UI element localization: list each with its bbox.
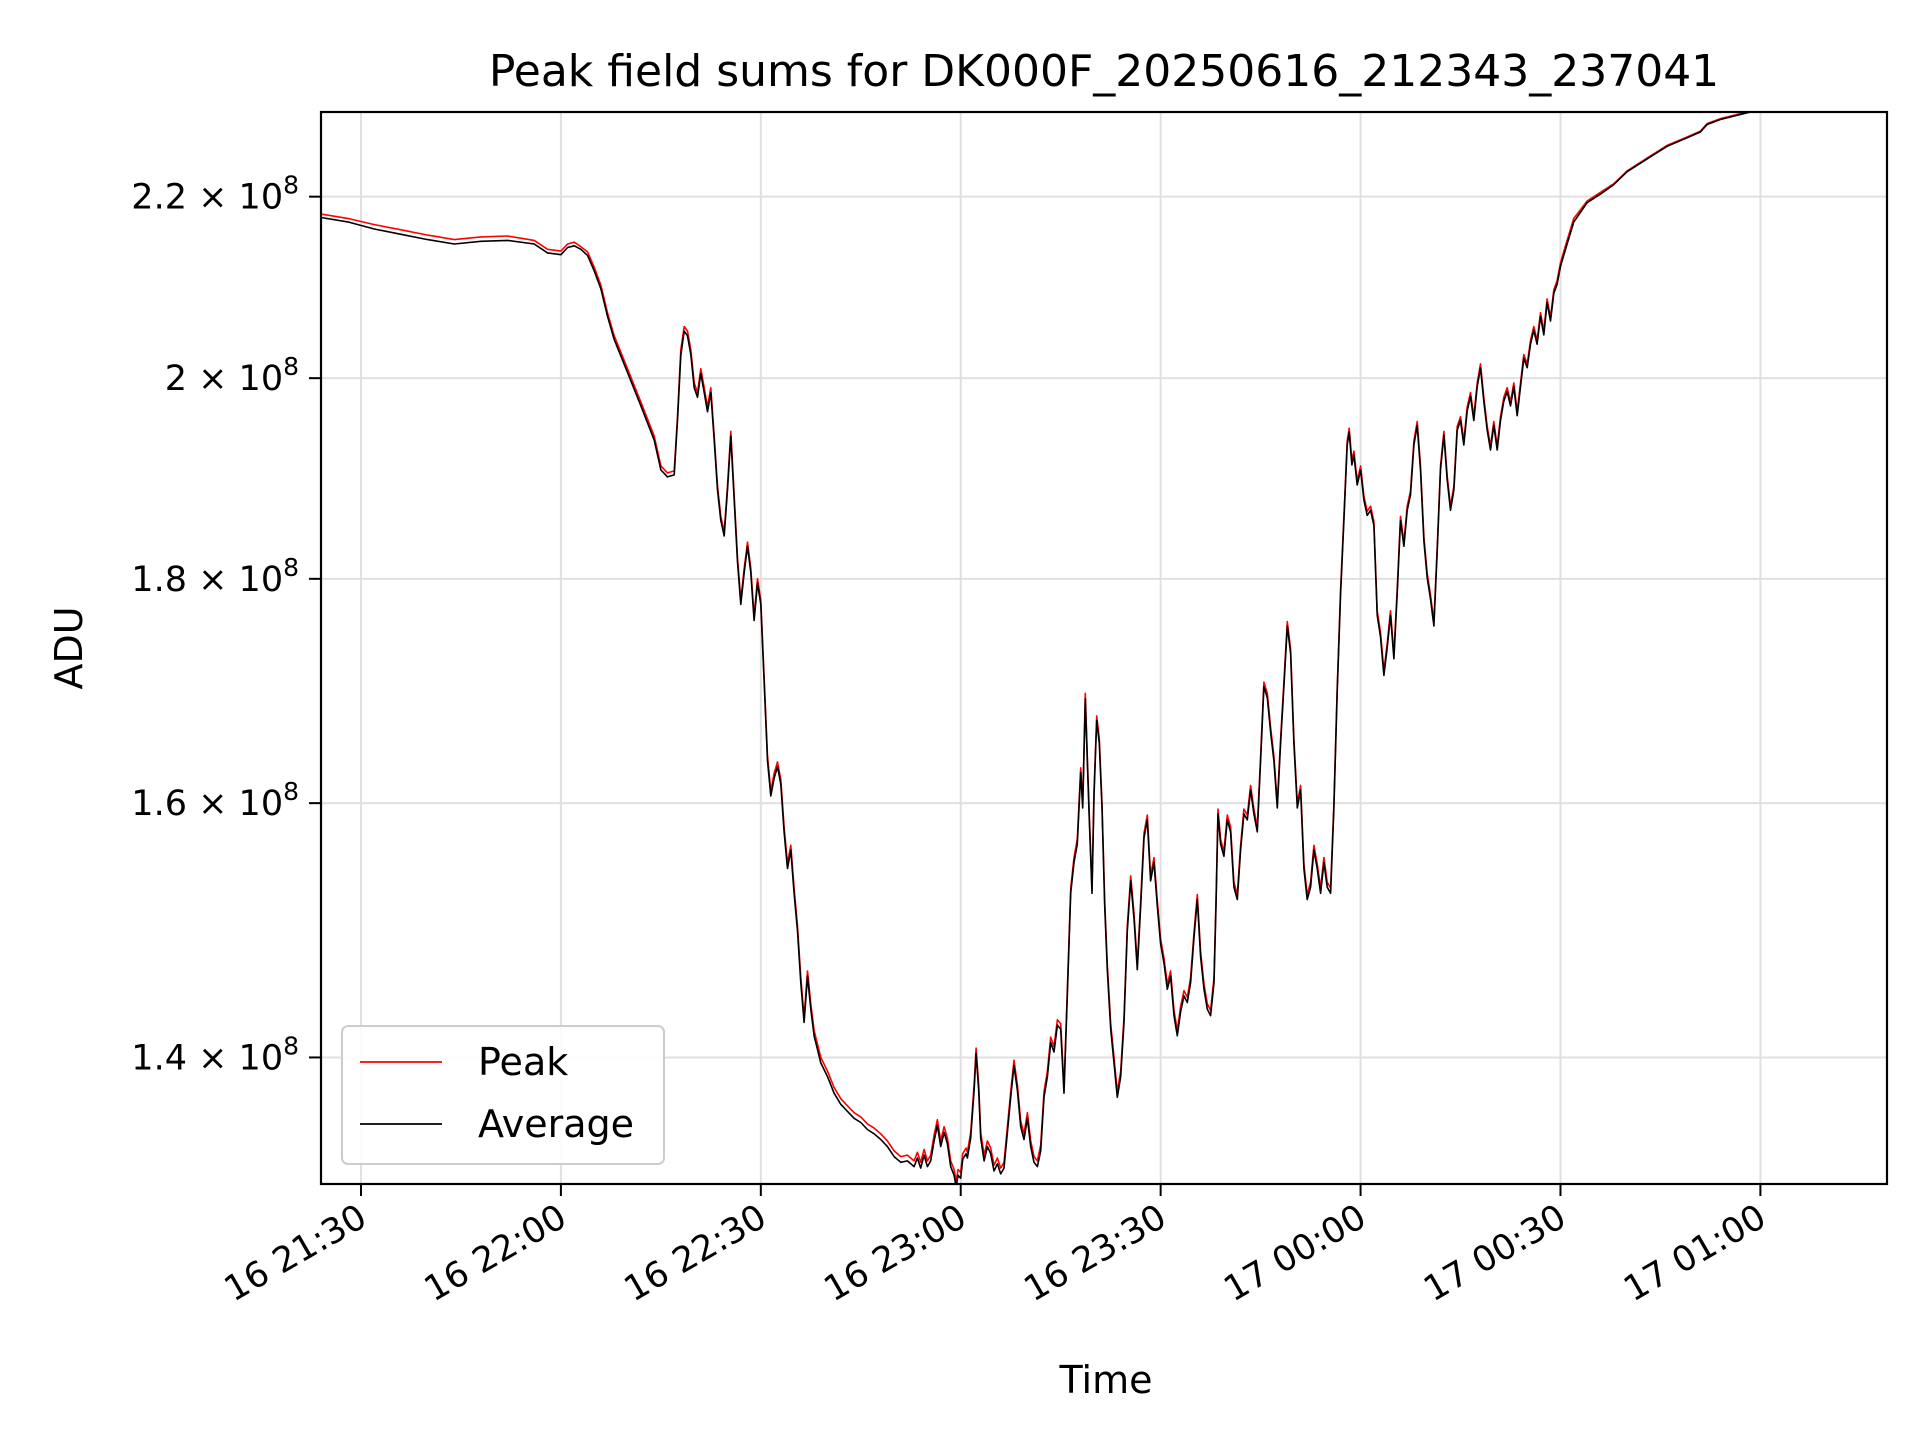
- x-tick-label: 17 00:30: [1417, 1197, 1573, 1310]
- y-tick-exponent: 8: [283, 777, 299, 806]
- y-tick-label: 2.2 × 108: [131, 171, 299, 218]
- y-tick-mantissa: 2: [165, 359, 187, 399]
- axes-frame: [319, 110, 1889, 1186]
- x-tick-label: 16 23:30: [1018, 1197, 1174, 1310]
- y-axis-label: ADU: [47, 606, 91, 689]
- y-tick-base: 10: [239, 178, 284, 218]
- y-tick-times: ×: [187, 178, 239, 218]
- y-tick-mantissa: 1.6: [131, 784, 187, 824]
- plot-area: [321, 112, 1754, 1184]
- y-tick-exponent: 8: [283, 1031, 299, 1060]
- x-tick-label: 16 21:30: [218, 1197, 374, 1310]
- y-tick-base: 10: [239, 1038, 284, 1078]
- x-axis-ticks: 16 21:30 16 22:00 16 22:30 16 23:00 16 23:30…: [218, 1184, 1773, 1310]
- y-tick-label: 1.6 × 108: [131, 777, 299, 824]
- x-tick-label: 16 22:30: [618, 1197, 774, 1310]
- legend-label-peak: Peak: [478, 1040, 568, 1084]
- y-tick-times: ×: [187, 359, 239, 399]
- x-tick-label: 16 22:00: [418, 1197, 574, 1310]
- x-axis-label: Time: [1059, 1358, 1153, 1402]
- y-tick-times: ×: [187, 1038, 239, 1078]
- legend-label-average: Average: [478, 1102, 634, 1146]
- y-tick-label: 1.8 × 108: [131, 553, 299, 600]
- grid: [321, 112, 1887, 1184]
- x-tick-label: 17 00:00: [1217, 1197, 1373, 1310]
- legend: Peak Average: [341, 1025, 665, 1165]
- x-tick-label: 17 01:00: [1617, 1197, 1773, 1310]
- series-line-average: [321, 112, 1754, 1184]
- y-tick-mantissa: 1.8: [131, 560, 187, 600]
- y-tick-times: ×: [187, 560, 239, 600]
- y-tick-base: 10: [239, 359, 284, 399]
- y-tick-mantissa: 1.4: [131, 1038, 187, 1078]
- chart-title: Peak field sums for DK000F_20250616_2123…: [489, 46, 1719, 97]
- y-tick-exponent: 8: [283, 352, 299, 381]
- legend-box: [341, 1025, 665, 1165]
- y-tick-times: ×: [187, 784, 239, 824]
- y-tick-base: 10: [239, 784, 284, 824]
- y-tick-base: 10: [239, 560, 284, 600]
- y-tick-label: 2 × 108: [165, 352, 299, 399]
- y-tick-exponent: 8: [283, 171, 299, 200]
- x-tick-label: 16 23:00: [818, 1197, 974, 1310]
- series-line-peak: [321, 112, 1751, 1182]
- y-tick-mantissa: 2.2: [131, 178, 187, 218]
- y-tick-label: 1.4 × 108: [131, 1031, 299, 1078]
- y-tick-exponent: 8: [283, 553, 299, 582]
